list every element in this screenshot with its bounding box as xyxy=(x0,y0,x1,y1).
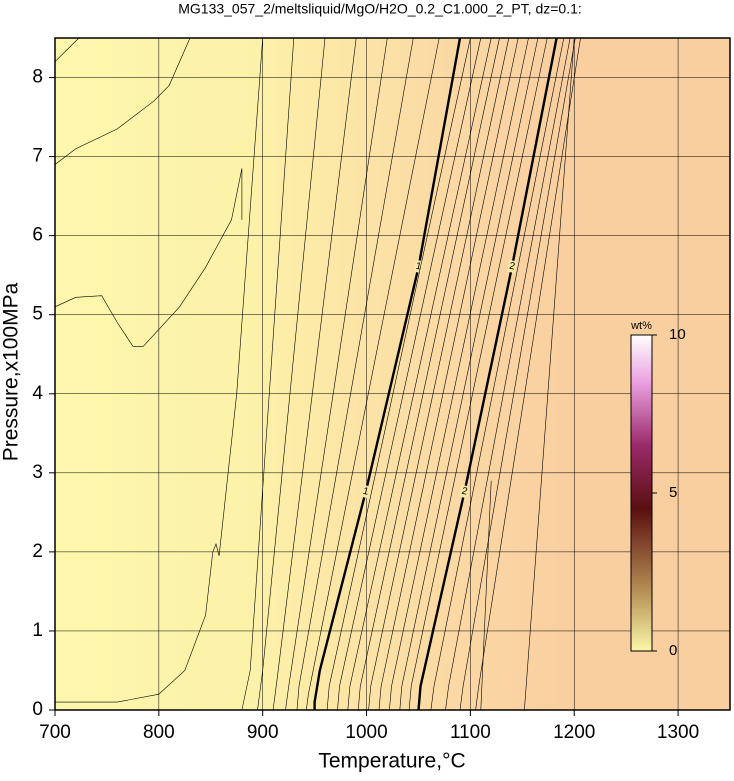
contour-line xyxy=(296,37,414,711)
y-axis-label: Pressure,x100MPa xyxy=(0,282,23,461)
contour-line xyxy=(285,37,388,711)
contour-label: 2 xyxy=(508,261,516,273)
contour-line xyxy=(272,37,357,711)
y-tick-label: 7 xyxy=(32,146,43,167)
colorbar-label: wt% xyxy=(630,320,652,332)
contour-label-bg xyxy=(507,259,518,274)
colorbar-tick-label: 10 xyxy=(669,326,686,343)
y-tick-label: 1 xyxy=(32,620,43,641)
y-tick-label: 5 xyxy=(32,304,43,325)
contour-label: 1 xyxy=(415,261,423,273)
contour-label-bg xyxy=(459,484,470,499)
contour-label: 2 xyxy=(461,486,469,498)
contour-line xyxy=(326,37,471,711)
contour-line xyxy=(357,37,500,711)
contour-line xyxy=(306,37,440,711)
y-tick-label: 2 xyxy=(32,541,43,562)
y-tick-label: 0 xyxy=(32,699,43,720)
x-tick-label: 1000 xyxy=(345,722,387,743)
x-tick-label: 900 xyxy=(247,722,279,743)
contour-line xyxy=(378,37,519,711)
contour-line xyxy=(480,480,492,711)
y-tick-label: 6 xyxy=(32,225,43,246)
contour-line xyxy=(430,37,565,711)
contour-line xyxy=(399,37,539,711)
colorbar-tick-label: 5 xyxy=(669,484,677,501)
contour-line xyxy=(54,37,80,62)
contour-line xyxy=(389,37,529,711)
y-tick-label: 4 xyxy=(32,383,43,404)
x-axis-label: Temperature,°C xyxy=(318,750,465,773)
x-tick-label: 1200 xyxy=(553,722,595,743)
y-tick-label: 8 xyxy=(32,67,43,88)
chart-title: MG133_057_2/meltsliquid/MgO/H2O_0.2_C1.0… xyxy=(178,1,582,17)
contour-line xyxy=(337,37,482,711)
contour-line xyxy=(347,37,492,711)
plot-frame xyxy=(54,37,731,711)
x-tick-label: 800 xyxy=(143,722,175,743)
contour-line xyxy=(459,37,576,711)
contour-line xyxy=(475,37,581,711)
contour-line xyxy=(408,37,548,711)
x-tick-label: 1100 xyxy=(450,722,491,743)
x-tick-label: 1300 xyxy=(657,722,699,743)
contour-label-bg xyxy=(360,484,372,499)
contour-line xyxy=(313,37,462,710)
contour-line xyxy=(257,37,326,711)
contour-line xyxy=(55,37,263,703)
contour-line xyxy=(368,37,510,711)
x-tick-label: 700 xyxy=(39,722,71,743)
contour-line xyxy=(445,37,571,711)
colorbar xyxy=(630,334,653,652)
contour-line xyxy=(54,168,243,347)
contour-label: 1 xyxy=(362,486,371,498)
contour-line xyxy=(241,37,295,711)
contour-line xyxy=(524,37,575,711)
contour-line xyxy=(54,37,191,165)
y-tick-label: 3 xyxy=(32,462,43,483)
colorbar-tick-label: 0 xyxy=(669,642,677,659)
